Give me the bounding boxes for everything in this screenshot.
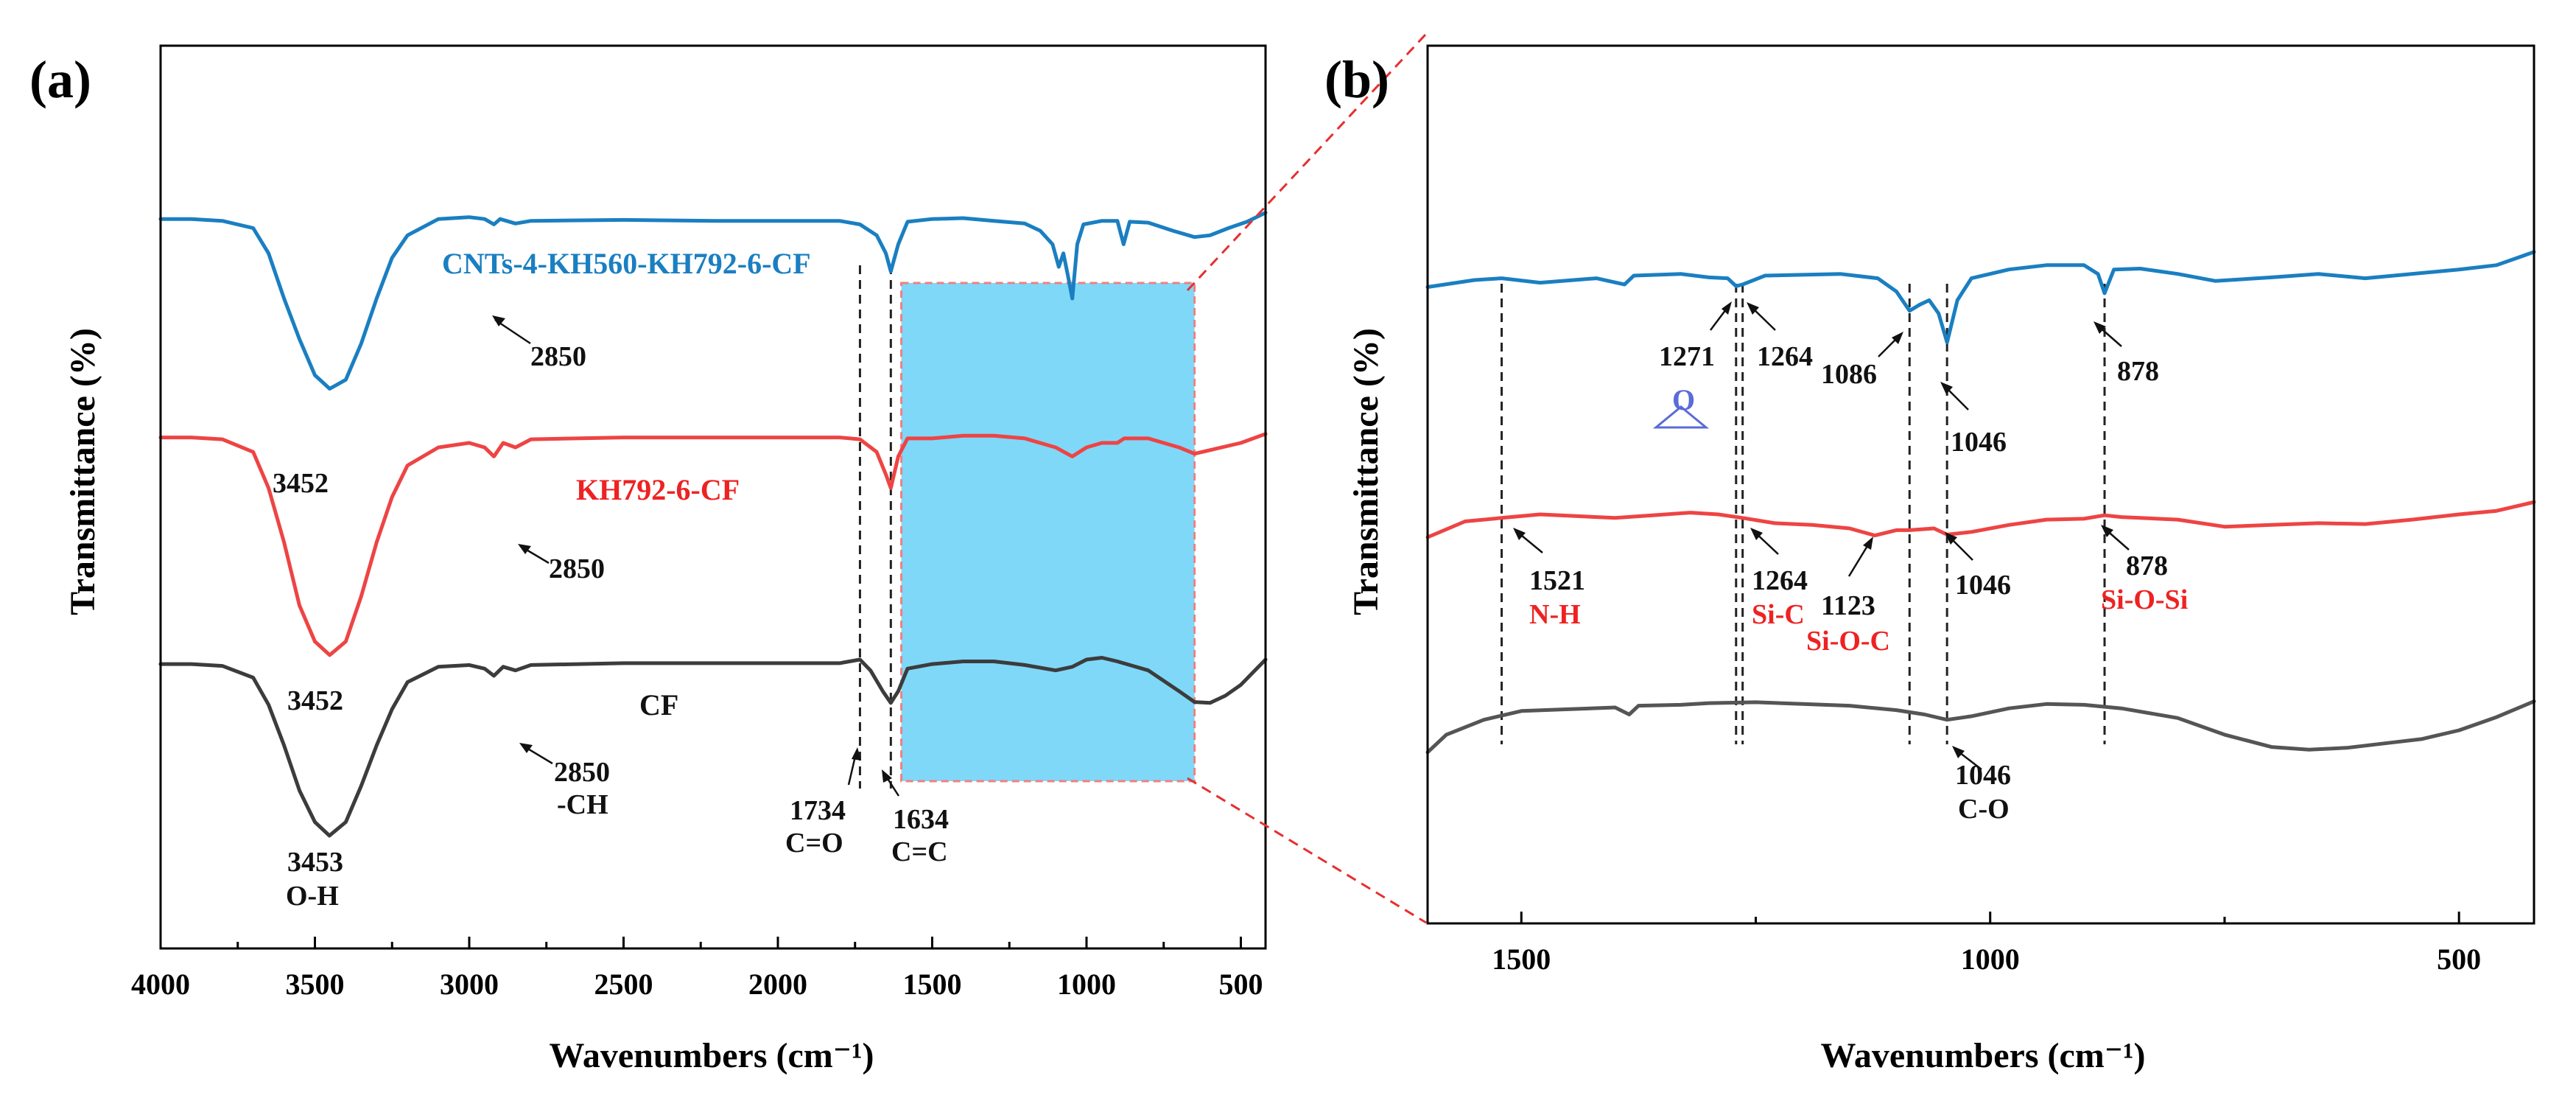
x-tick-label: 4000 — [131, 968, 190, 1001]
series-label-cnts-kh560-kh792-cf: CNTs-4-KH560-KH792-6-CF — [442, 247, 811, 280]
panel-b-y-axis-label: Transmittance (%) — [1347, 328, 1386, 615]
panel-a-annotations: 3452 2850 3452 2850 3453 O-H 2850 -CH 17… — [273, 315, 949, 912]
x-tick-label: 1000 — [1057, 968, 1116, 1001]
panel-b-x-ticks: 1500 1000 500 — [1492, 912, 2481, 976]
arrowhead — [852, 747, 861, 761]
epoxide-ring-icon: O — [1652, 383, 1710, 429]
annotation-arrow — [494, 318, 531, 345]
peak-label: 878 — [2126, 550, 2168, 581]
arrowhead — [1722, 301, 1732, 315]
series-line-kh792-6-cf — [158, 432, 1268, 657]
peak-label: -CH — [557, 789, 608, 820]
series-line-cnts-4-kh560-kh792-6-cf — [1425, 250, 2536, 345]
panel-a-plot-frame — [159, 44, 1267, 950]
arrowhead — [1945, 532, 1957, 545]
x-tick-label: 500 — [1218, 968, 1263, 1001]
series-line-cf — [158, 656, 1268, 838]
bond-label: Si-O-C — [1806, 626, 1890, 657]
bond-label: Si-O-Si — [2101, 584, 2188, 615]
x-tick-label: 3000 — [440, 968, 499, 1001]
x-tick-label: 1000 — [1961, 943, 2020, 976]
peak-label: 2850 — [554, 757, 610, 788]
arrowhead — [1952, 746, 1965, 758]
arrowhead — [1940, 382, 1953, 394]
panel-b-annotations: 1271 O 1264 1086 1046 878 1521 N-H — [1513, 301, 2188, 825]
bond-label: N-H — [1529, 599, 1581, 630]
arrowhead — [519, 743, 533, 753]
panel-a-y-axis-label: Transmittance (%) — [63, 328, 102, 615]
annotation-arrow — [1847, 542, 1871, 577]
x-tick-label: 1500 — [902, 968, 961, 1001]
svg-text:O: O — [1672, 383, 1695, 416]
peak-label: 1271 — [1659, 341, 1715, 372]
panel-a-guide-lines — [858, 265, 892, 789]
x-tick-label: 2000 — [748, 968, 807, 1001]
arrowhead — [882, 769, 892, 783]
x-tick-label: 500 — [2437, 943, 2481, 976]
peak-label: 1264 — [1752, 565, 1808, 596]
arrowhead — [1863, 536, 1873, 550]
peak-label: 1264 — [1757, 341, 1813, 372]
bond-label: C-O — [1958, 794, 2010, 825]
peak-label: C=C — [891, 836, 948, 867]
peak-label: 1734 — [790, 795, 846, 826]
arrowhead — [1513, 528, 1526, 540]
panel-b: (b) Transmittance (%) Wavenumbers (cm⁻¹)… — [1324, 44, 2536, 1075]
peak-label: O-H — [286, 881, 339, 912]
x-tick-label: 1500 — [1492, 943, 1551, 976]
panel-a-x-axis-label: Wavenumbers (cm⁻¹) — [550, 1036, 874, 1075]
peak-label: 3452 — [287, 685, 343, 716]
panel-b-guide-lines — [1501, 284, 2106, 744]
series-line-kh792-6-cf — [1425, 500, 2536, 539]
arrowhead — [1892, 332, 1903, 344]
peak-label: 1046 — [1955, 570, 2011, 601]
peak-label: C=O — [785, 828, 843, 859]
peak-label: 1046 — [1955, 760, 2011, 791]
peak-label: 2850 — [549, 553, 605, 584]
arrowhead — [492, 315, 505, 326]
peak-label: 1086 — [1821, 359, 1877, 390]
panel-b-series — [1425, 250, 2536, 755]
panel-a-x-ticks: 4000 3500 3000 2500 2000 1500 1000 500 — [131, 937, 1263, 1001]
peak-label: 3453 — [287, 847, 343, 878]
panel-a-letter: (a) — [29, 50, 91, 109]
bond-label: Si-C — [1752, 599, 1805, 630]
zoom-region-highlight — [900, 282, 1196, 783]
panel-b-x-axis-label: Wavenumbers (cm⁻¹) — [1821, 1036, 2146, 1075]
x-tick-label: 3500 — [285, 968, 344, 1001]
arrowhead — [1750, 528, 1763, 540]
peak-label: 878 — [2117, 356, 2159, 387]
panel-b-letter: (b) — [1324, 50, 1389, 109]
peak-label: 2850 — [530, 341, 586, 372]
zoom-connector-bottom — [1187, 777, 1427, 924]
series-line-cnts-4-kh560-kh792-6-cf — [158, 211, 1268, 391]
peak-label: 1521 — [1529, 565, 1585, 596]
panel-a: (a) Transmittance (%) Wavenumbers (cm⁻¹)… — [29, 44, 1268, 1075]
series-label-cf: CF — [639, 688, 678, 721]
x-tick-label: 2500 — [594, 968, 653, 1001]
arrowhead — [518, 544, 531, 554]
arrowhead — [1747, 302, 1759, 315]
peak-label: 1123 — [1821, 590, 1875, 621]
panel-a-series — [158, 211, 1268, 838]
series-label-kh792-cf: KH792-6-CF — [576, 473, 740, 506]
arrowhead — [2101, 525, 2113, 537]
peak-label: 1634 — [893, 804, 949, 835]
arrowhead — [2094, 321, 2106, 334]
peak-label: 3452 — [273, 468, 329, 499]
panel-b-plot-frame — [1426, 44, 2535, 925]
peak-label: 1046 — [1951, 427, 2007, 458]
series-line-cf — [1425, 699, 2536, 755]
zoom-connector-top — [1186, 32, 1428, 292]
